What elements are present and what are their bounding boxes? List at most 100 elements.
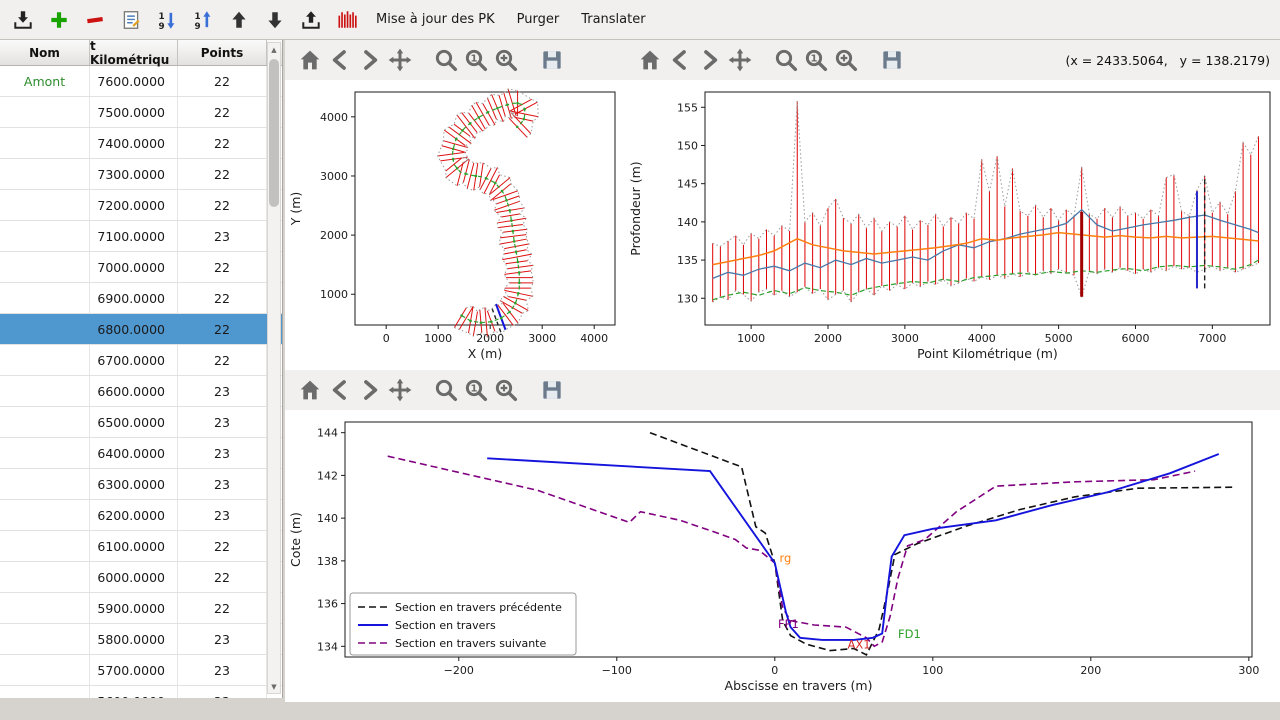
sort-up-button[interactable] xyxy=(186,5,220,35)
table-row[interactable]: 7300.0000 22 xyxy=(0,159,282,190)
svg-text:−200: −200 xyxy=(444,664,474,677)
sort-down-button[interactable] xyxy=(150,5,184,35)
forward-button[interactable] xyxy=(355,375,385,405)
svg-text:FD1: FD1 xyxy=(898,627,921,641)
save-icon xyxy=(540,48,564,72)
column-header-nom[interactable]: Nom xyxy=(0,40,90,65)
zoom-plus-button[interactable] xyxy=(491,375,521,405)
cell-pk: 7000.0000 xyxy=(90,252,178,282)
scroll-down-arrow-icon[interactable]: ▼ xyxy=(271,682,277,691)
table-body: Amont 7600.0000 22 7500.0000 22 7400.0000 22 73… xyxy=(0,66,282,698)
add-icon xyxy=(48,9,70,31)
pan-button[interactable] xyxy=(385,45,415,75)
save-button[interactable] xyxy=(537,45,567,75)
home-button[interactable] xyxy=(295,375,325,405)
cell-points: 22 xyxy=(178,283,267,313)
table-row[interactable]: 6100.0000 22 xyxy=(0,531,282,562)
home-button[interactable] xyxy=(295,45,325,75)
zoom-plus-button[interactable] xyxy=(491,45,521,75)
menu-update-pk-button[interactable]: Mise à jour des PK xyxy=(366,7,505,32)
scroll-up-arrow-icon[interactable]: ▲ xyxy=(271,45,277,54)
cell-pk: 7600.0000 xyxy=(90,66,178,96)
table-row[interactable]: Amont 7600.0000 22 xyxy=(0,66,282,97)
home-button[interactable] xyxy=(635,45,665,75)
save-button[interactable] xyxy=(537,375,567,405)
back-button[interactable] xyxy=(325,375,355,405)
table-row[interactable]: 7000.0000 22 xyxy=(0,252,282,283)
table-row[interactable]: 7200.0000 22 xyxy=(0,190,282,221)
back-button[interactable] xyxy=(665,45,695,75)
add-button[interactable] xyxy=(42,5,76,35)
zoom-button[interactable] xyxy=(431,45,461,75)
profile-plot-canvas[interactable]: 1000 2000 3000 4000 5000 6000 7000 130 135 140 145… xyxy=(625,80,1280,370)
profile-view-figure: (x = 2433.5064, y = 138.2179) 1000 2000 30… xyxy=(625,40,1280,370)
zoom-icon xyxy=(434,48,458,72)
back-button[interactable] xyxy=(325,45,355,75)
column-header-points[interactable]: Points xyxy=(178,40,267,65)
save-button[interactable] xyxy=(877,45,907,75)
home-icon xyxy=(298,48,322,72)
cross-section-plot-canvas[interactable]: −200 −100 0 100 200 300 134 136 138 140 142 144 Absc… xyxy=(285,410,1280,702)
menu-translate-button[interactable]: Translater xyxy=(571,7,655,32)
remove-button[interactable] xyxy=(78,5,112,35)
cell-nom xyxy=(0,252,90,282)
export-button[interactable] xyxy=(294,5,328,35)
svg-text:134: 134 xyxy=(317,640,338,653)
zoom-button[interactable] xyxy=(771,45,801,75)
table-row[interactable]: 6400.0000 23 xyxy=(0,438,282,469)
zoom-one-button[interactable] xyxy=(801,45,831,75)
edit-form-button[interactable] xyxy=(114,5,148,35)
zoom-plus-button[interactable] xyxy=(831,45,861,75)
column-header-nom-label: Nom xyxy=(29,45,60,60)
table-row[interactable]: 6900.0000 22 xyxy=(0,283,282,314)
forward-button[interactable] xyxy=(695,45,725,75)
plan-plot-canvas[interactable]: 0 1000 2000 3000 4000 1000 2000 3000 4000 X (m) Y … xyxy=(285,80,625,370)
forward-button[interactable] xyxy=(355,45,385,75)
cell-nom xyxy=(0,376,90,406)
svg-text:145: 145 xyxy=(677,178,698,191)
table-row[interactable]: 6800.0000 22 xyxy=(0,314,282,345)
table-row[interactable]: 6200.0000 23 xyxy=(0,500,282,531)
import-button[interactable] xyxy=(6,5,40,35)
table-row[interactable]: 7400.0000 22 xyxy=(0,128,282,159)
cross-nav-toolbar xyxy=(285,370,1280,410)
table-scrollbar[interactable]: ▲ ▼ xyxy=(267,42,281,694)
cell-pk: 7500.0000 xyxy=(90,97,178,127)
svg-text:3000: 3000 xyxy=(320,170,348,183)
cell-nom xyxy=(0,159,90,189)
column-header-pk[interactable]: t Kilométriqu xyxy=(90,40,178,67)
cell-points: 23 xyxy=(178,407,267,437)
svg-text:2000: 2000 xyxy=(814,332,842,345)
table-row[interactable]: 7500.0000 22 xyxy=(0,97,282,128)
scrollbar-thumb[interactable] xyxy=(269,59,279,207)
zoom-one-button[interactable] xyxy=(461,45,491,75)
move-up-button[interactable] xyxy=(222,5,256,35)
cell-nom xyxy=(0,500,90,530)
sections-button[interactable] xyxy=(330,5,364,35)
table-row[interactable]: 6300.0000 23 xyxy=(0,469,282,500)
table-row[interactable]: 6500.0000 23 xyxy=(0,407,282,438)
zoom-one-button[interactable] xyxy=(461,375,491,405)
menu-purge-button[interactable]: Purger xyxy=(507,7,570,32)
forward-icon xyxy=(698,48,722,72)
table-row[interactable]: 6000.0000 22 xyxy=(0,562,282,593)
pan-button[interactable] xyxy=(385,375,415,405)
forward-icon xyxy=(358,48,382,72)
svg-text:155: 155 xyxy=(677,101,698,114)
zoom-button[interactable] xyxy=(431,375,461,405)
table-row[interactable]: 6700.0000 22 xyxy=(0,345,282,376)
table-row[interactable]: 6600.0000 23 xyxy=(0,376,282,407)
plan-nav-toolbar xyxy=(285,40,625,80)
svg-text:Y (m): Y (m) xyxy=(288,192,303,227)
svg-text:Cote (m): Cote (m) xyxy=(288,512,303,567)
table-row[interactable]: 5900.0000 22 xyxy=(0,593,282,624)
cell-nom xyxy=(0,624,90,654)
move-down-button[interactable] xyxy=(258,5,292,35)
cell-pk: 5700.0000 xyxy=(90,655,178,685)
pan-button[interactable] xyxy=(725,45,755,75)
table-row[interactable]: 5700.0000 23 xyxy=(0,655,282,686)
table-row[interactable]: 7100.0000 23 xyxy=(0,221,282,252)
table-row[interactable]: 5800.0000 23 xyxy=(0,624,282,655)
cell-nom xyxy=(0,531,90,561)
